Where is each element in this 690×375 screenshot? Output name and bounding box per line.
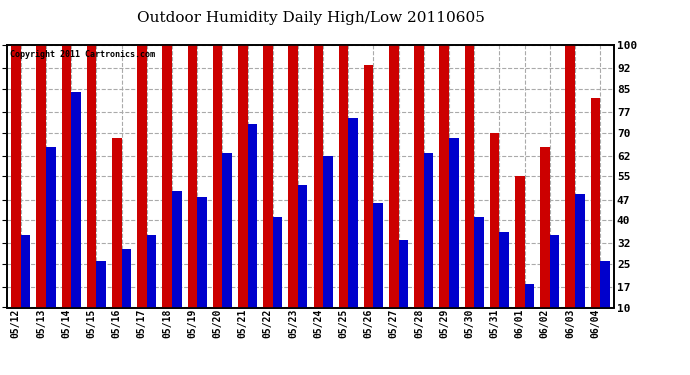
Bar: [323, 156, 333, 308]
Bar: [71, 92, 81, 308]
Bar: [424, 153, 433, 308]
Bar: [414, 45, 424, 308]
Bar: [474, 217, 484, 308]
Bar: [147, 235, 157, 308]
Bar: [566, 45, 575, 308]
Bar: [188, 45, 197, 308]
Bar: [222, 153, 232, 308]
Bar: [550, 235, 560, 308]
Bar: [600, 261, 610, 308]
Bar: [137, 45, 147, 308]
Bar: [112, 138, 121, 308]
Bar: [399, 240, 408, 308]
Bar: [490, 132, 500, 308]
Bar: [348, 118, 358, 308]
Bar: [591, 98, 600, 308]
Bar: [373, 202, 383, 308]
Bar: [540, 147, 550, 308]
Bar: [46, 147, 55, 308]
Bar: [524, 284, 534, 308]
Bar: [449, 138, 459, 308]
Bar: [248, 124, 257, 308]
Bar: [464, 45, 474, 308]
Bar: [288, 45, 298, 308]
Bar: [339, 45, 348, 308]
Bar: [197, 196, 207, 308]
Bar: [87, 45, 97, 308]
Bar: [21, 235, 30, 308]
Bar: [515, 176, 524, 308]
Bar: [364, 65, 373, 308]
Bar: [440, 45, 449, 308]
Bar: [11, 45, 21, 308]
Bar: [121, 249, 131, 308]
Bar: [97, 261, 106, 308]
Bar: [389, 45, 399, 308]
Bar: [575, 194, 584, 308]
Bar: [263, 45, 273, 308]
Bar: [213, 45, 222, 308]
Bar: [172, 191, 181, 308]
Bar: [61, 45, 71, 308]
Bar: [162, 45, 172, 308]
Text: Copyright 2011 Cartronics.com: Copyright 2011 Cartronics.com: [10, 50, 155, 59]
Bar: [273, 217, 282, 308]
Text: Outdoor Humidity Daily High/Low 20110605: Outdoor Humidity Daily High/Low 20110605: [137, 11, 484, 25]
Bar: [37, 45, 46, 308]
Bar: [238, 45, 248, 308]
Bar: [500, 232, 509, 308]
Bar: [313, 45, 323, 308]
Bar: [298, 185, 308, 308]
